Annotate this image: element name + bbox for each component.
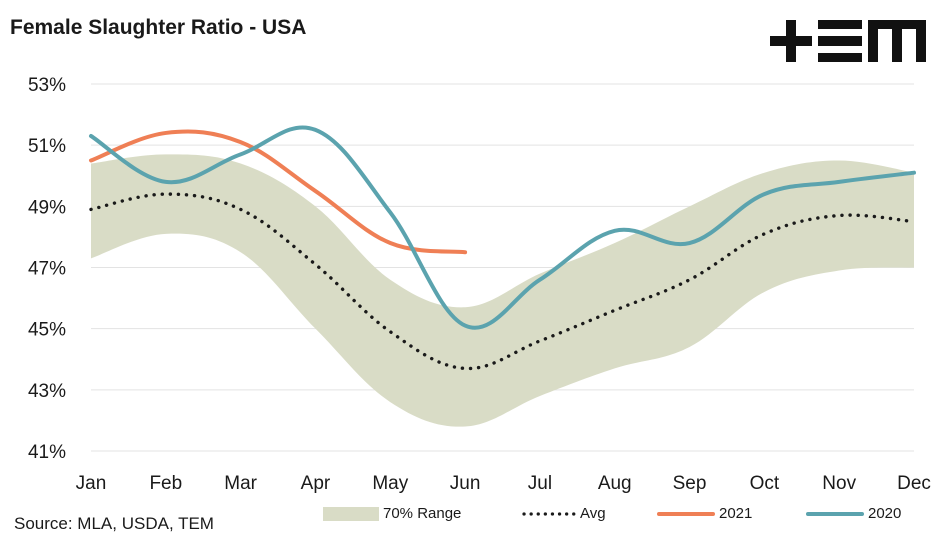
y-tick-label: 45% (28, 320, 66, 341)
x-tick-label: Mar (224, 473, 257, 494)
legend-swatch-avg (522, 511, 576, 516)
x-tick-label: Feb (149, 473, 182, 494)
legend-label-range: 70% Range (383, 505, 462, 522)
x-axis-ticks: Jan Feb Mar Apr May Jun Jul Aug Sep Oct Nov Dec (76, 473, 931, 494)
y-axis-ticks: 41% 43% 45% 47% 49% 51% 53% (28, 75, 66, 463)
x-tick-label: Sep (673, 473, 707, 494)
y-tick-label: 41% (28, 442, 66, 463)
x-tick-label: Jun (450, 473, 481, 494)
x-tick-label: Aug (598, 473, 632, 494)
series-line-2020 (89, 125, 916, 330)
series-layer (89, 125, 916, 371)
x-tick-label: Oct (750, 473, 780, 494)
source-note: Source: MLA, USDA, TEM (14, 514, 214, 533)
x-tick-label: Jan (76, 473, 107, 494)
series-line-avg (89, 192, 916, 371)
legend-label-avg: Avg (580, 505, 606, 522)
tem-logo (770, 20, 926, 62)
legend-swatch-range (323, 506, 379, 521)
line-chart: 41% 43% 45% 47% 49% 51% 53% Jan Feb Mar Apr May Jun… (28, 75, 931, 494)
y-tick-label: 49% (28, 197, 66, 218)
x-tick-label: May (372, 473, 408, 494)
legend-label-2020: 2020 (868, 505, 902, 522)
series-line-2021 (89, 129, 468, 255)
range-band (91, 154, 914, 427)
y-tick-label: 43% (28, 381, 66, 402)
legend-item-2020: 2020 (806, 505, 901, 522)
chart-title: Female Slaughter Ratio - USA (10, 16, 307, 39)
y-tick-label: 51% (28, 136, 66, 157)
legend-swatch-2020 (806, 511, 864, 516)
band-layer (91, 154, 914, 427)
y-tick-label: 53% (28, 75, 66, 96)
x-tick-label: Dec (897, 473, 931, 494)
legend-label-2021: 2021 (719, 505, 753, 522)
x-tick-label: Nov (822, 473, 856, 494)
legend-item-range: 70% Range (323, 505, 461, 522)
legend-swatch-2021 (657, 511, 715, 516)
legend-item-avg: Avg (522, 505, 606, 522)
y-tick-label: 47% (28, 259, 66, 280)
legend-item-2021: 2021 (657, 505, 752, 522)
legend: 70% Range Avg 2021 2020 (0, 505, 952, 527)
x-tick-label: Jul (528, 473, 552, 494)
x-tick-label: Apr (301, 473, 331, 494)
